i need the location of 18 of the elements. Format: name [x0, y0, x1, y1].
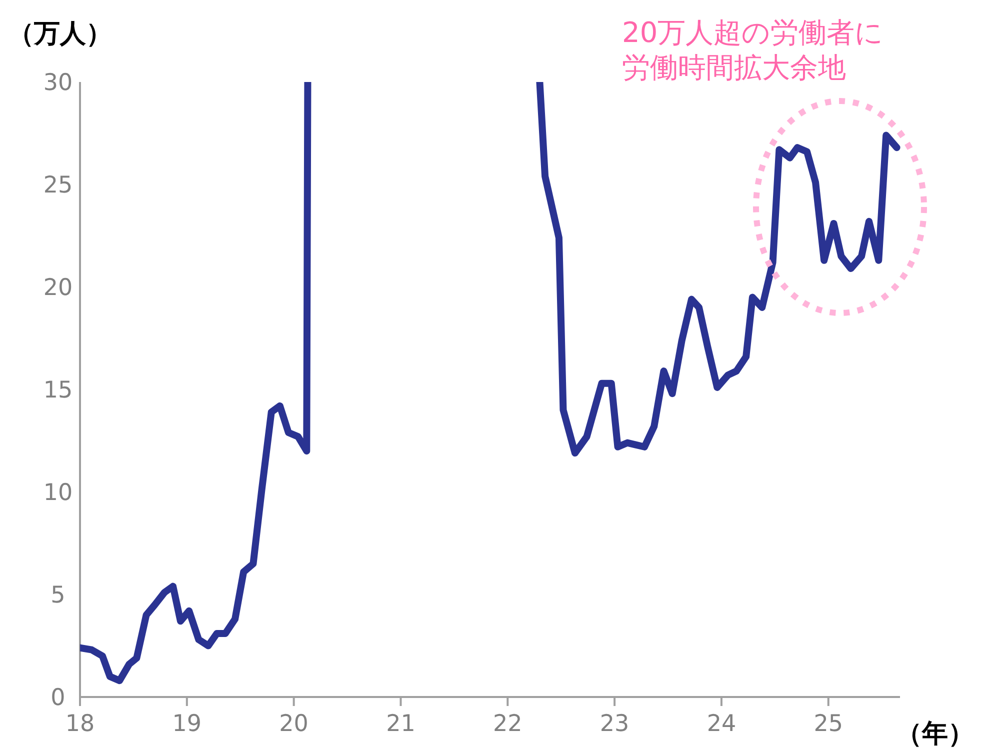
- y-tick-label: 10: [43, 480, 73, 506]
- x-tick-label: 21: [386, 711, 416, 737]
- y-tick-label: 30: [43, 70, 73, 96]
- annotation: 20万人超の労働者に労働時間拡大余地: [622, 16, 884, 84]
- y-axis-title: （万人）: [8, 19, 112, 49]
- y-tick-label: 0: [50, 685, 66, 711]
- y-tick-label: 20: [43, 275, 73, 301]
- x-tick-label: 20: [279, 711, 308, 737]
- x-axis-title: （年）: [896, 719, 974, 748]
- x-tick-label: 18: [65, 711, 95, 737]
- y-tick-label: 15: [43, 378, 73, 404]
- x-tick-label: 25: [814, 711, 844, 737]
- x-tick-label: 22: [493, 711, 522, 737]
- y-tick-label: 5: [50, 582, 66, 608]
- x-tick-label: 23: [600, 711, 630, 737]
- x-tick-label: 19: [172, 711, 202, 737]
- y-tick-label: 25: [43, 172, 73, 198]
- x-tick-label: 24: [706, 711, 736, 737]
